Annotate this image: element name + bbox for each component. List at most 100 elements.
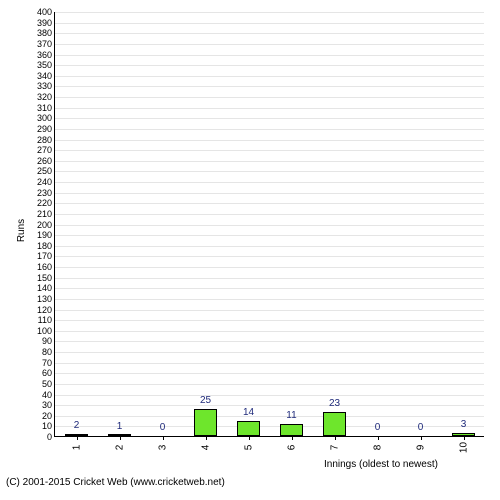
gridline — [55, 76, 484, 77]
gridline — [55, 363, 484, 364]
y-tick-label: 30 — [42, 400, 55, 410]
y-tick-label: 10 — [42, 421, 55, 431]
y-tick-label: 230 — [37, 188, 55, 198]
y-tick-label: 240 — [37, 177, 55, 187]
y-tick-label: 100 — [37, 326, 55, 336]
y-tick-label: 20 — [42, 411, 55, 421]
x-tick-label: 8 — [372, 445, 383, 451]
y-tick-label: 200 — [37, 220, 55, 230]
bar-value-label: 0 — [375, 422, 381, 433]
y-tick-label: 370 — [37, 39, 55, 49]
gridline — [55, 12, 484, 13]
gridline — [55, 140, 484, 141]
y-tick-label: 310 — [37, 103, 55, 113]
gridline — [55, 65, 484, 66]
y-tick-label: 290 — [37, 124, 55, 134]
x-tick-mark — [464, 436, 465, 440]
gridline — [55, 108, 484, 109]
y-tick-label: 130 — [37, 294, 55, 304]
y-tick-label: 190 — [37, 230, 55, 240]
y-tick-label: 400 — [37, 7, 55, 17]
gridline — [55, 161, 484, 162]
gridline — [55, 416, 484, 417]
y-tick-label: 210 — [37, 209, 55, 219]
gridline — [55, 246, 484, 247]
y-tick-label: 60 — [42, 368, 55, 378]
y-tick-label: 350 — [37, 60, 55, 70]
bar-value-label: 25 — [200, 395, 211, 406]
gridline — [55, 373, 484, 374]
gridline — [55, 225, 484, 226]
bar-value-label: 0 — [160, 422, 166, 433]
x-tick-mark — [120, 436, 121, 440]
y-tick-label: 270 — [37, 145, 55, 155]
gridline — [55, 86, 484, 87]
y-tick-label: 90 — [42, 336, 55, 346]
bar-value-label: 14 — [243, 407, 254, 418]
x-axis-title: Innings (oldest to newest) — [324, 459, 438, 470]
x-tick-label: 5 — [243, 445, 254, 451]
y-tick-label: 390 — [37, 18, 55, 28]
x-tick-mark — [163, 436, 164, 440]
gridline — [55, 118, 484, 119]
gridline — [55, 33, 484, 34]
x-tick-label: 9 — [415, 445, 426, 451]
gridline — [55, 203, 484, 204]
gridline — [55, 214, 484, 215]
y-tick-label: 80 — [42, 347, 55, 357]
y-tick-label: 70 — [42, 358, 55, 368]
y-tick-label: 260 — [37, 156, 55, 166]
gridline — [55, 235, 484, 236]
y-tick-label: 360 — [37, 50, 55, 60]
x-tick-mark — [335, 436, 336, 440]
bar-value-label: 1 — [117, 421, 123, 432]
gridline — [55, 256, 484, 257]
x-tick-mark — [249, 436, 250, 440]
y-tick-label: 180 — [37, 241, 55, 251]
y-tick-label: 50 — [42, 379, 55, 389]
gridline — [55, 341, 484, 342]
y-tick-label: 330 — [37, 81, 55, 91]
gridline — [55, 129, 484, 130]
x-tick-mark — [378, 436, 379, 440]
y-tick-label: 380 — [37, 28, 55, 38]
gridline — [55, 288, 484, 289]
x-tick-mark — [292, 436, 293, 440]
y-tick-label: 110 — [38, 315, 55, 325]
gridline — [55, 299, 484, 300]
y-tick-label: 220 — [37, 198, 55, 208]
y-tick-label: 120 — [37, 305, 55, 315]
y-tick-label: 280 — [37, 135, 55, 145]
bar-value-label: 2 — [74, 420, 80, 431]
gridline — [55, 267, 484, 268]
gridline — [55, 405, 484, 406]
bar-value-label: 23 — [329, 398, 340, 409]
copyright-credit: (C) 2001-2015 Cricket Web (www.cricketwe… — [6, 477, 225, 488]
y-tick-label: 150 — [37, 273, 55, 283]
gridline — [55, 182, 484, 183]
gridline — [55, 150, 484, 151]
y-tick-label: 250 — [37, 166, 55, 176]
chart-container: 0102030405060708090100110120130140150160… — [0, 0, 500, 500]
bar-value-label: 11 — [286, 410, 296, 421]
gridline — [55, 352, 484, 353]
x-tick-label: 3 — [157, 445, 168, 451]
y-tick-label: 320 — [37, 92, 55, 102]
gridline — [55, 395, 484, 396]
y-tick-label: 0 — [47, 432, 55, 442]
x-tick-label: 4 — [200, 445, 211, 451]
gridline — [55, 55, 484, 56]
bar — [323, 412, 347, 436]
bar-value-label: 3 — [461, 419, 467, 430]
gridline — [55, 384, 484, 385]
x-tick-mark — [421, 436, 422, 440]
gridline — [55, 171, 484, 172]
x-tick-label: 1 — [71, 445, 82, 451]
gridline — [55, 331, 484, 332]
gridline — [55, 97, 484, 98]
y-axis-title: Runs — [16, 218, 27, 241]
x-tick-mark — [206, 436, 207, 440]
bar — [280, 424, 304, 436]
y-tick-label: 140 — [37, 283, 55, 293]
y-tick-label: 160 — [37, 262, 55, 272]
